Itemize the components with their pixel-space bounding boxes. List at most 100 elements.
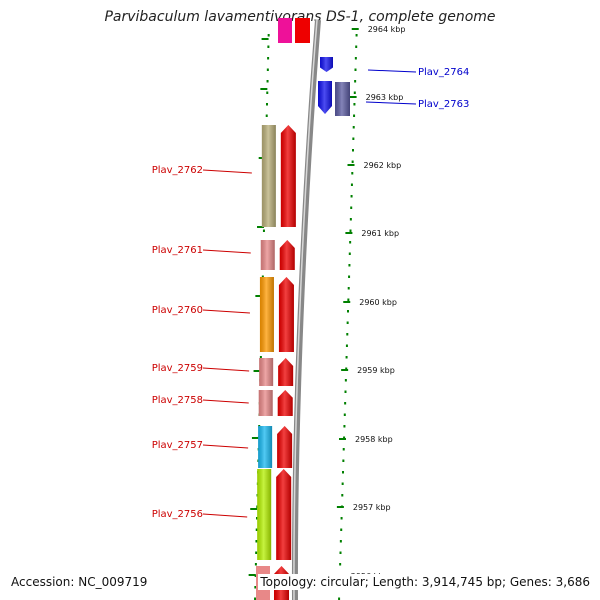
genome-backbone <box>291 19 321 600</box>
gene-arrow[interactable] <box>277 390 293 416</box>
minor-tick-left <box>255 540 258 543</box>
minor-tick-left <box>267 45 270 48</box>
major-tick-left <box>248 574 256 576</box>
minor-tick-right <box>350 183 353 186</box>
label-leader <box>365 101 417 105</box>
gene-block-partial[interactable] <box>278 18 292 43</box>
minor-tick-left <box>265 103 268 106</box>
label-leader <box>202 444 249 449</box>
minor-tick-right <box>347 287 350 290</box>
cog-block-shade <box>257 469 272 560</box>
gene-arrow-partial[interactable] <box>295 18 310 43</box>
minor-tick-right <box>349 241 352 244</box>
gene-arrow-reverse[interactable] <box>320 57 333 72</box>
label-leader <box>202 249 251 254</box>
minor-tick-right <box>348 264 351 267</box>
minor-tick-right <box>345 344 348 347</box>
gene-arrow[interactable] <box>278 358 294 386</box>
kbp-tick-label: 2959 kbp <box>357 366 395 375</box>
minor-tick-left <box>256 517 259 520</box>
kbp-tick-label: 2960 kbp <box>359 298 397 307</box>
genome-summary: Topology: circular; Length: 3,914,745 bp… <box>258 574 592 590</box>
minor-tick-right <box>344 379 347 382</box>
minor-tick-left <box>262 229 265 232</box>
minor-tick-right <box>353 103 356 106</box>
cog-block-shade <box>261 125 276 227</box>
gene-arrow[interactable] <box>280 125 296 227</box>
minor-tick-right <box>341 494 344 497</box>
gene-arrow-reverse[interactable] <box>318 81 332 114</box>
minor-tick-right <box>354 80 357 83</box>
gene-arrow[interactable] <box>277 426 293 468</box>
label-leader <box>202 513 248 518</box>
kbp-tick-label: 2958 kbp <box>355 435 393 444</box>
minor-tick-right <box>343 425 346 428</box>
minor-tick-right <box>344 390 347 393</box>
minor-tick-right <box>352 126 355 129</box>
minor-tick-right <box>340 517 343 520</box>
gene-arrow[interactable] <box>278 277 294 352</box>
gene-label-plav-2762[interactable]: Plav_2762 <box>152 165 203 176</box>
genome-backbone-highlight <box>293 19 318 600</box>
gene-label-plav-2760[interactable]: Plav_2760 <box>152 305 203 316</box>
kbp-tick-label: 2962 kbp <box>364 161 402 170</box>
minor-tick-right <box>348 252 351 255</box>
minor-tick-right <box>353 91 356 94</box>
major-tick-left <box>255 295 263 297</box>
minor-tick-right <box>339 551 342 554</box>
minor-tick-right <box>342 448 345 451</box>
minor-tick-right <box>349 229 352 232</box>
cog-block-shade <box>259 277 274 352</box>
minor-tick-right <box>348 275 351 278</box>
gene-label-plav-2756[interactable]: Plav_2756 <box>152 509 203 520</box>
minor-tick-right <box>347 310 349 313</box>
gene-arrow[interactable] <box>279 240 295 270</box>
minor-tick-left <box>255 551 258 554</box>
minor-tick-right <box>342 459 345 462</box>
gene-label-plav-2761[interactable]: Plav_2761 <box>152 245 203 256</box>
minor-tick-right <box>352 137 355 140</box>
major-tick-left <box>251 437 259 439</box>
gene-arrow[interactable] <box>276 469 292 560</box>
minor-tick-right <box>346 321 349 324</box>
minor-tick-right <box>350 206 353 209</box>
gene-label-plav-2759[interactable]: Plav_2759 <box>152 363 203 374</box>
gene-label-plav-2758[interactable]: Plav_2758 <box>152 395 203 406</box>
minor-tick-left <box>254 563 257 566</box>
minor-tick-right <box>340 528 343 531</box>
major-tick-right <box>349 96 357 98</box>
minor-tick-right <box>351 149 354 152</box>
cog-block-shade <box>260 240 275 270</box>
minor-tick-right <box>339 540 342 543</box>
minor-tick-left <box>265 114 268 117</box>
gene-label-plav-2757[interactable]: Plav_2757 <box>152 440 203 451</box>
minor-tick-right <box>347 298 350 301</box>
kbp-tick-label: 2964 kbp <box>368 25 406 34</box>
cog-block-shade <box>258 426 273 468</box>
minor-tick-left <box>267 34 270 37</box>
cog-block-shade <box>259 358 274 386</box>
major-tick-left <box>250 508 258 510</box>
minor-tick-left <box>266 68 269 71</box>
gene-label-plav-2764[interactable]: Plav_2764 <box>418 67 469 78</box>
kbp-tick-label: 2963 kbp <box>366 93 404 102</box>
minor-tick-right <box>345 367 348 370</box>
major-tick-right <box>336 506 344 508</box>
minor-tick-left <box>254 586 257 589</box>
accession-text: Accession: NC_009719 <box>9 574 150 590</box>
minor-tick-right <box>351 172 354 175</box>
minor-tick-right <box>353 114 356 117</box>
minor-tick-right <box>355 34 358 37</box>
minor-tick-right <box>338 597 341 600</box>
minor-tick-left <box>267 57 270 60</box>
gene-label-plav-2763[interactable]: Plav_2763 <box>418 99 469 110</box>
minor-tick-left <box>254 597 257 600</box>
minor-tick-right <box>351 160 354 163</box>
minor-tick-right <box>349 218 352 221</box>
genome-title: Parvibaculum lavamentivorans DS-1, compl… <box>104 9 496 25</box>
minor-tick-right <box>344 402 347 405</box>
label-leader <box>202 169 252 174</box>
major-tick-right <box>347 164 355 166</box>
major-tick-right <box>338 438 346 440</box>
